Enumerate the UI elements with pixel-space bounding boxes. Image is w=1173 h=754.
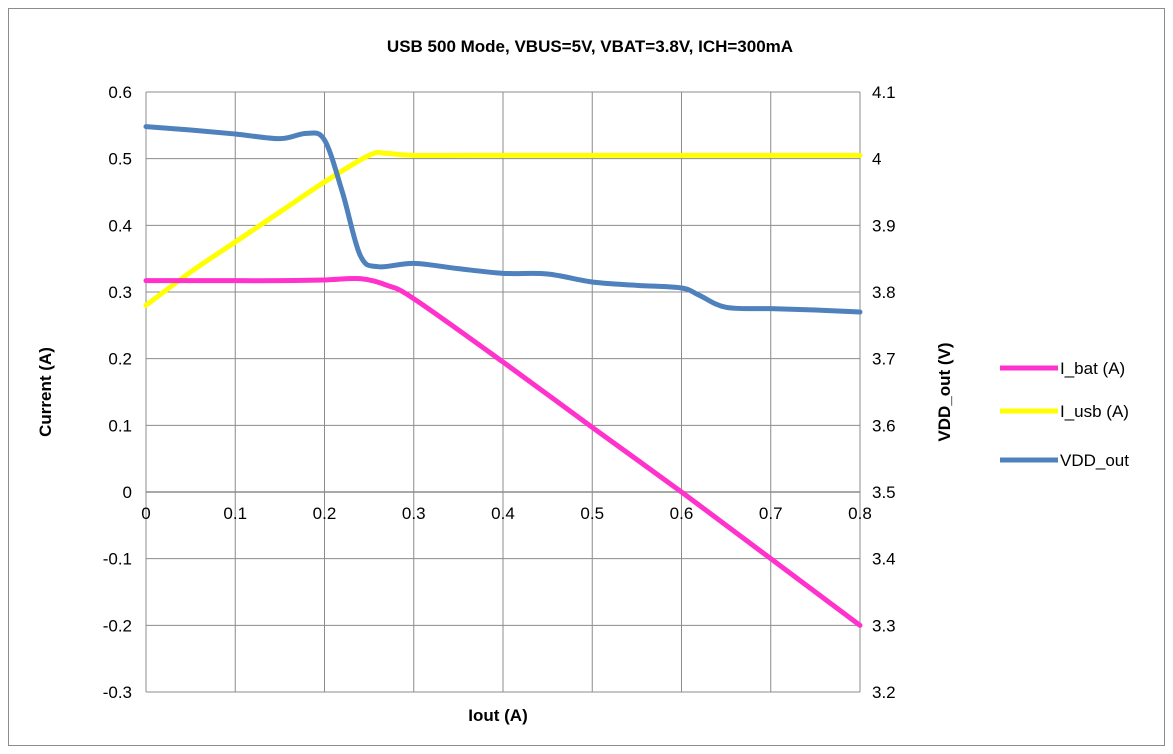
y-tick-label: 0.4 [108,216,132,235]
legend-label: VDD_out [1060,451,1129,470]
y2-tick-label: 3.3 [872,616,896,635]
x-tick-label: 0.7 [759,504,783,523]
y-tick-label: 0.3 [108,283,132,302]
y2-tick-label: 3.2 [872,683,896,702]
chart-title: USB 500 Mode, VBUS=5V, VBAT=3.8V, ICH=30… [387,37,793,56]
legend-label: I_bat (A) [1060,359,1125,378]
y-tick-label: 0.5 [108,150,132,169]
y2-tick-label: 3.9 [872,216,896,235]
y-tick-label: 0.6 [108,83,132,102]
y2-tick-label: 4.1 [872,83,896,102]
legend-label: I_usb (A) [1060,402,1129,421]
x-tick-label: 0.5 [580,504,604,523]
y-tick-label: 0.2 [108,350,132,369]
x-tick-label: 0.8 [848,504,872,523]
y-tick-label: -0.2 [103,616,132,635]
x-tick-label: 0.3 [402,504,426,523]
grid [146,92,860,692]
y-tick-label: -0.3 [103,683,132,702]
x-tick-label: 0.2 [313,504,337,523]
tick-labels: -0.3 -0.2 -0.1 0 0.1 0.2 0.3 0.4 0.5 0.6 3.2 3.3 3.4… [103,83,896,702]
y2-tick-label: 4 [872,150,881,169]
y2-tick-label: 3.4 [872,550,896,569]
y-tick-label: 0 [123,483,132,502]
y2-tick-label: 3.7 [872,350,896,369]
y-axis-title: Current (A) [36,347,55,437]
y2-tick-label: 3.6 [872,416,896,435]
x-tick-label: 0.6 [670,504,694,523]
x-tick-label: 0.4 [491,504,515,523]
y-tick-label: 0.1 [108,416,132,435]
x-tick-label: 0 [141,504,150,523]
legend: I_bat (A) I_usb (A) VDD_out [1000,359,1129,470]
y2-axis-title: VDD_out (V) [935,342,954,441]
x-tick-label: 0.1 [223,504,247,523]
y2-tick-label: 3.8 [872,283,896,302]
y2-tick-label: 3.5 [872,483,896,502]
y-tick-label: -0.1 [103,550,132,569]
x-axis-title: Iout (A) [468,706,527,725]
